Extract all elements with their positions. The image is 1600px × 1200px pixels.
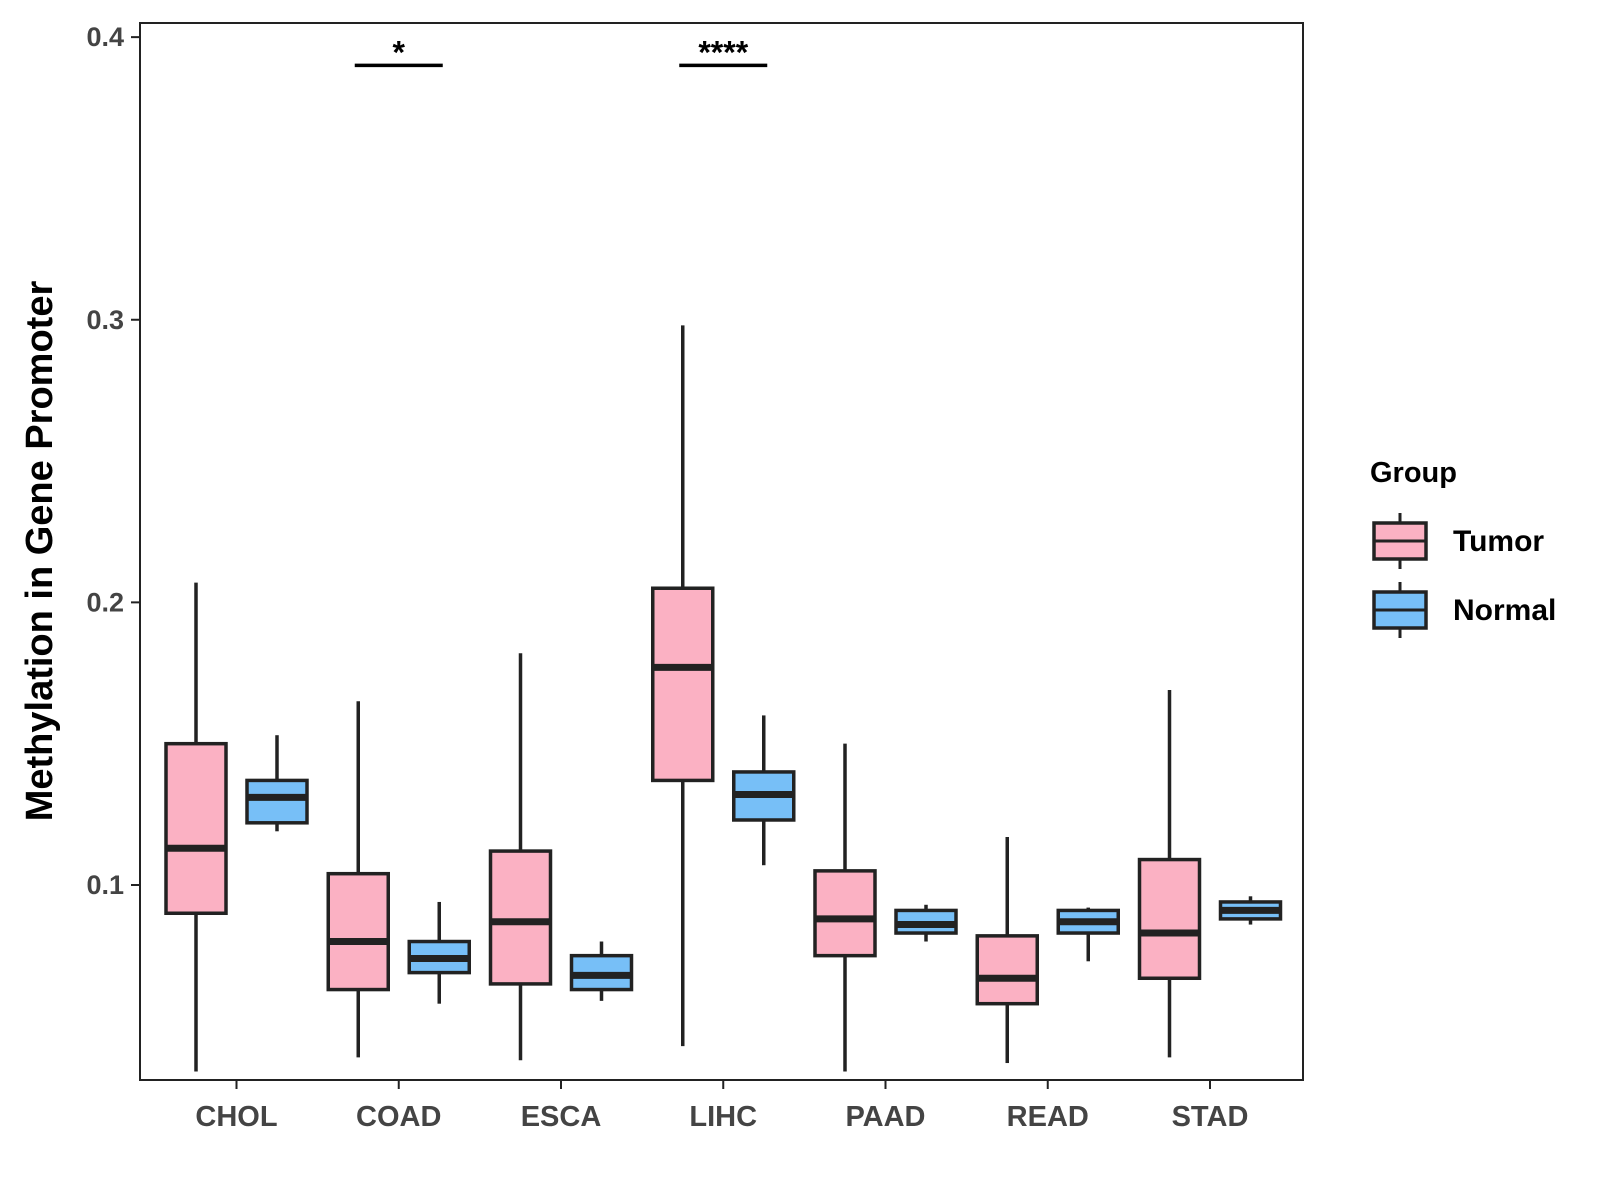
- box-normal-read: [1056, 907, 1120, 962]
- box-tumor-read: [975, 836, 1039, 1064]
- x-tick-label: READ: [1007, 1101, 1089, 1133]
- plot-panel: [139, 22, 1304, 1081]
- box-iqr: [488, 849, 553, 986]
- box-iqr: [813, 869, 877, 958]
- box-tumor-esca: [488, 653, 553, 1061]
- y-axis: 0.1 0.2 0.3 0.4: [86, 22, 140, 900]
- box-iqr: [164, 741, 228, 916]
- y-tick-label: 0.3: [86, 305, 124, 335]
- y-tick-label: 0.1: [86, 870, 124, 900]
- significance-annotations: * ****: [354, 34, 768, 70]
- significance-label: ****: [698, 34, 748, 70]
- box-tumor-lihc: [651, 325, 715, 1047]
- box-normal-chol: [245, 735, 309, 832]
- legend-label: Tumor: [1453, 525, 1544, 558]
- x-axis: CHOL COAD ESCA LIHC PAAD READ STAD: [195, 1080, 1248, 1133]
- box-tumor-paad: [813, 743, 877, 1072]
- x-tick-label: PAAD: [845, 1101, 925, 1133]
- box-iqr: [326, 871, 390, 992]
- legend-item-tumor: Tumor: [1372, 513, 1544, 569]
- x-tick-label: LIHC: [689, 1101, 757, 1133]
- box-normal-coad: [407, 901, 471, 1004]
- legend-label: Normal: [1453, 594, 1556, 627]
- y-tick-label: 0.2: [86, 587, 124, 617]
- significance-label: *: [393, 34, 406, 70]
- y-tick-label: 0.4: [86, 22, 124, 52]
- legend-title: Group: [1370, 457, 1457, 489]
- box-series: [164, 325, 1283, 1072]
- box-iqr: [651, 586, 715, 783]
- legend-item-normal: Normal: [1372, 582, 1556, 638]
- x-tick-label: ESCA: [521, 1101, 602, 1133]
- box-normal-lihc: [732, 715, 796, 866]
- x-tick-label: COAD: [356, 1101, 441, 1133]
- box-iqr: [1137, 857, 1202, 981]
- box-tumor-stad: [1137, 689, 1202, 1058]
- box-iqr: [975, 934, 1039, 1006]
- box-normal-paad: [894, 904, 958, 942]
- box-tumor-coad: [326, 701, 390, 1058]
- legend: Group Tumor Normal: [1370, 457, 1556, 638]
- y-axis-title: Methylation in Gene Promoter: [19, 281, 61, 822]
- x-tick-label: CHOL: [195, 1101, 277, 1133]
- box-normal-stad: [1218, 896, 1283, 925]
- x-tick-label: STAD: [1172, 1101, 1249, 1133]
- box-iqr: [245, 778, 309, 825]
- box-tumor-chol: [164, 582, 228, 1072]
- box-normal-esca: [569, 941, 634, 1001]
